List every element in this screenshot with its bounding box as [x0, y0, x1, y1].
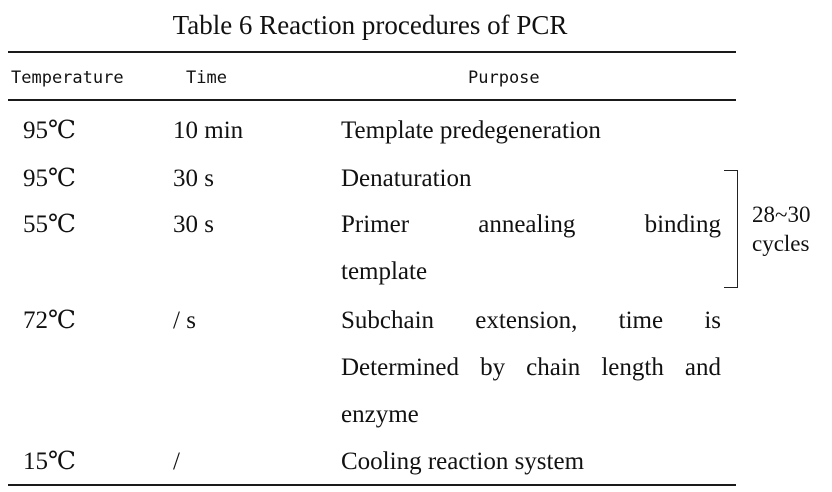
cycles-range: 28~30 — [752, 202, 811, 227]
row-4-purpose: Subchain extension, time is Determined b… — [341, 297, 721, 438]
row-4-temperature: 72℃ — [23, 307, 76, 334]
row-1-purpose: Template predegeneration — [341, 107, 721, 154]
row-3-purpose-line-1: Primer annealing binding — [341, 211, 721, 238]
row-2-purpose: Denaturation — [341, 155, 721, 202]
row-4-purpose-line-3: enzyme — [341, 401, 419, 428]
header-time: Time — [186, 68, 227, 88]
row-4-purpose-line-1: Subchain extension, time is — [341, 307, 721, 334]
header-temperature: Temperature — [11, 68, 124, 88]
row-3-purpose-line-2: template — [341, 258, 428, 285]
row-1-time: 10 min — [173, 117, 244, 144]
header-purpose: Purpose — [468, 68, 540, 88]
row-2-time: 30 s — [173, 165, 214, 192]
row-3-time: 30 s — [173, 211, 214, 238]
table-caption: Table 6 Reaction procedures of PCR — [172, 10, 568, 40]
cycles-unit: cycles — [752, 231, 810, 256]
bottom-rule — [8, 484, 736, 486]
header-rule — [8, 99, 736, 101]
top-rule — [8, 51, 736, 53]
row-5-time: / — [173, 448, 180, 475]
row-5-temperature: 15℃ — [23, 448, 76, 475]
cycles-note: 28~30 cycles — [752, 200, 810, 258]
cycle-bracket — [724, 170, 738, 288]
row-5-purpose: Cooling reaction system — [341, 438, 721, 485]
row-2-purpose-line: Denaturation — [341, 165, 472, 192]
row-2-temperature: 95℃ — [23, 165, 76, 192]
row-4-purpose-line-2: Determined by chain length and — [341, 354, 721, 381]
row-1-purpose-line: Template predegeneration — [341, 117, 601, 144]
row-5-purpose-line: Cooling reaction system — [341, 448, 585, 475]
row-3-temperature: 55℃ — [23, 211, 76, 238]
row-3-purpose: Primer annealing binding template — [341, 201, 721, 295]
row-1-temperature: 95℃ — [23, 117, 76, 144]
row-4-time: / s — [173, 307, 196, 334]
